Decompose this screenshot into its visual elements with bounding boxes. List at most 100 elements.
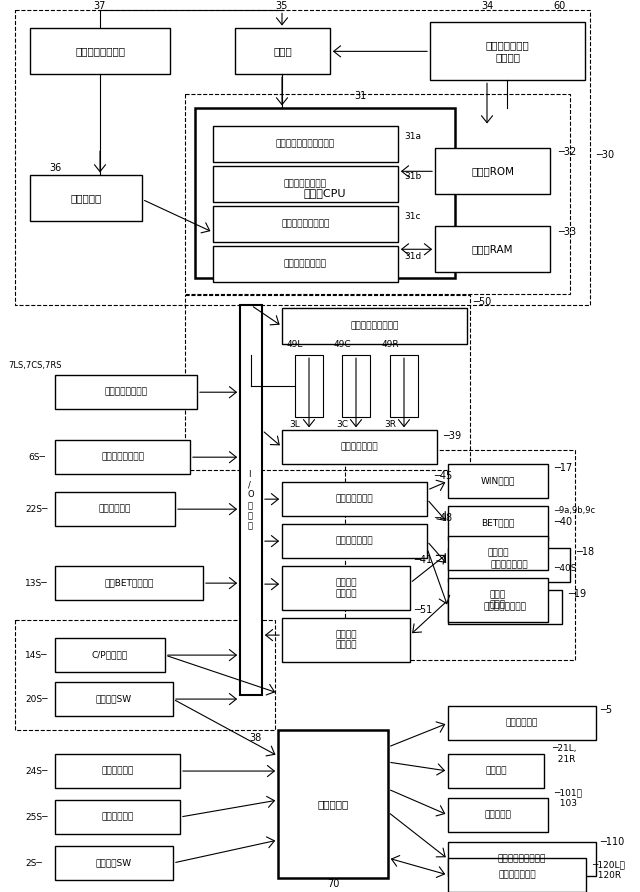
Text: スタートスイッチ: スタートスイッチ — [101, 452, 144, 462]
Bar — [282, 524, 427, 558]
Text: WINランプ: WINランプ — [481, 476, 515, 485]
Text: 13S─: 13S─ — [25, 579, 47, 588]
Text: ユニークコード作成手段: ユニークコード作成手段 — [276, 140, 335, 149]
Bar — [15, 11, 590, 305]
Text: 35: 35 — [276, 2, 288, 12]
Text: 分周器: 分周器 — [273, 46, 292, 56]
Text: 49R: 49R — [381, 340, 399, 349]
Text: 払出完了
信号回路: 払出完了 信号回路 — [335, 631, 356, 649]
Text: 36: 36 — [49, 163, 61, 173]
Text: クレジット表示部: クレジット表示部 — [483, 603, 527, 612]
Bar — [448, 591, 562, 624]
Text: 70: 70 — [327, 879, 339, 889]
Text: BETランプ: BETランプ — [481, 518, 515, 528]
Text: 乱数発生器: 乱数発生器 — [70, 194, 102, 203]
Bar — [213, 246, 398, 282]
Text: 31a: 31a — [404, 132, 421, 141]
Text: 25S─: 25S─ — [25, 813, 47, 822]
Bar — [15, 620, 275, 730]
Text: ─120L～
  120R: ─120L～ 120R — [592, 860, 625, 880]
Text: ホッパー: ホッパー — [487, 549, 509, 558]
Text: 選択スイッチ: 選択スイッチ — [101, 766, 134, 775]
Text: メインCPU: メインCPU — [304, 188, 346, 198]
Text: ─40S: ─40S — [554, 564, 577, 573]
Text: 7LS,7CS,7RS: 7LS,7CS,7RS — [8, 360, 61, 369]
Text: ─30: ─30 — [596, 151, 614, 161]
Text: 31d: 31d — [404, 252, 421, 260]
Text: ─39: ─39 — [443, 431, 461, 442]
Text: メインRAM: メインRAM — [472, 244, 513, 254]
Text: 31b: 31b — [404, 172, 421, 181]
Text: 49C: 49C — [333, 340, 351, 349]
Bar — [345, 450, 575, 660]
Bar — [30, 176, 142, 221]
Text: 3R: 3R — [384, 420, 396, 429]
Text: ─41: ─41 — [414, 555, 432, 566]
Text: C/Pスイッチ: C/Pスイッチ — [92, 650, 128, 659]
Text: 22S─: 22S─ — [25, 505, 47, 514]
Bar — [435, 148, 550, 194]
Text: ─21L,
  21R: ─21L, 21R — [552, 744, 577, 764]
Text: コマンド送信手段: コマンド送信手段 — [284, 260, 327, 268]
Bar — [55, 682, 173, 716]
Text: 24S─: 24S─ — [25, 766, 47, 775]
Text: コマンド暗号化手段: コマンド暗号化手段 — [282, 219, 330, 228]
Text: ─50: ─50 — [473, 297, 492, 307]
Text: ─18: ─18 — [576, 547, 594, 558]
Bar — [448, 578, 548, 622]
Text: 31c: 31c — [404, 211, 420, 221]
Bar — [448, 549, 570, 582]
Bar — [282, 483, 427, 516]
Text: ストップスイッチ: ストップスイッチ — [104, 388, 147, 397]
Text: 20S─: 20S─ — [25, 695, 47, 704]
Text: I
/
O
ポ
ー
ト: I / O ポ ー ト — [248, 470, 254, 531]
Text: 液晶表示装置: 液晶表示装置 — [506, 719, 538, 728]
Bar — [448, 858, 586, 892]
Text: 決定スイッチ: 決定スイッチ — [101, 813, 134, 822]
Bar — [213, 127, 398, 162]
Text: ─32: ─32 — [558, 147, 576, 157]
Bar — [448, 464, 548, 498]
Text: 表示部駆動回路: 表示部駆動回路 — [336, 537, 373, 546]
Bar — [278, 730, 388, 878]
Bar — [448, 798, 548, 832]
Bar — [282, 309, 467, 344]
Text: 設定キーSW: 設定キーSW — [96, 695, 132, 704]
Bar — [282, 618, 410, 662]
Text: 6S─: 6S─ — [28, 452, 45, 462]
Bar — [282, 566, 410, 610]
Text: メダル
検出部: メダル 検出部 — [490, 591, 506, 610]
Text: ホッパー
駆動回路: ホッパー 駆動回路 — [335, 578, 356, 598]
Text: 37: 37 — [94, 2, 106, 12]
Text: リール位置検出回路: リール位置検出回路 — [350, 322, 399, 331]
Bar — [282, 430, 437, 464]
Text: 払出枚数表示部: 払出枚数表示部 — [490, 561, 528, 570]
Text: メダルセンサ: メダルセンサ — [99, 505, 131, 514]
Bar — [30, 29, 170, 74]
Bar — [448, 506, 548, 541]
Text: 表示パネルユニット: 表示パネルユニット — [498, 855, 546, 863]
Text: 最大BETスイッチ: 最大BETスイッチ — [104, 579, 154, 588]
Text: ─110: ─110 — [600, 837, 624, 847]
Text: ドアキーSW: ドアキーSW — [96, 858, 132, 868]
Text: 14S─: 14S─ — [25, 650, 47, 659]
Text: ─45: ─45 — [434, 471, 452, 481]
Text: 34: 34 — [481, 2, 493, 12]
Text: ─101～
  103: ─101～ 103 — [554, 789, 582, 808]
Text: 38: 38 — [249, 733, 261, 743]
Bar — [295, 355, 323, 417]
Text: 主サム値算出手段: 主サム値算出手段 — [284, 180, 327, 189]
Bar — [55, 846, 173, 880]
Text: ─48: ─48 — [434, 513, 452, 524]
Bar — [55, 566, 203, 600]
Bar — [430, 22, 585, 80]
Text: ─33: ─33 — [558, 227, 576, 237]
Text: 2S─: 2S─ — [25, 858, 42, 868]
Text: ─40: ─40 — [554, 517, 572, 527]
Text: メインROM: メインROM — [471, 166, 514, 177]
Text: 各種パネル: 各種パネル — [484, 811, 511, 820]
Bar — [213, 206, 398, 243]
Bar — [185, 295, 470, 470]
Text: ─5: ─5 — [600, 705, 612, 715]
Text: クロックパルス
発生回路: クロックパルス 発生回路 — [486, 40, 529, 62]
